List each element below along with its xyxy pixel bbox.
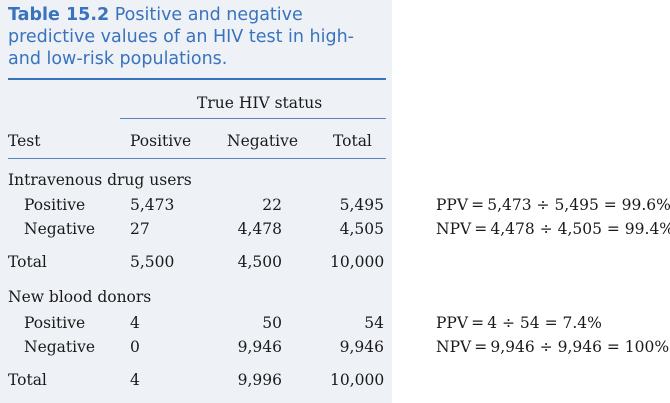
caption-label: Table 15.2: [8, 5, 110, 25]
cell-positive: 27: [130, 220, 150, 238]
caption-text: Positive and negative predictive values …: [8, 5, 354, 69]
total-total: 10,000: [330, 371, 385, 389]
total-negative: 9,996: [237, 371, 282, 389]
total-total: 10,000: [330, 253, 385, 271]
cell-negative: 4,478: [237, 220, 282, 238]
total-negative: 4,500: [237, 253, 282, 271]
table-panel: Table 15.2 Positive and negative predict…: [0, 0, 392, 403]
ppv-formula: PPV = 4 ÷ 54 = 7.4%: [436, 314, 602, 332]
cell-total: 9,946: [339, 338, 384, 356]
total-positive: 4: [130, 371, 140, 389]
cell-total: 54: [364, 314, 384, 332]
col-header-test: Test: [8, 132, 41, 150]
cell-negative: 22: [262, 196, 282, 214]
table-caption: Table 15.2 Positive and negative predict…: [8, 4, 383, 70]
row-label: Negative: [24, 220, 96, 238]
cell-total: 5,495: [339, 196, 384, 214]
col-header-total: Total: [333, 132, 372, 150]
cell-negative: 9,946: [237, 338, 282, 356]
col-header-positive: Positive: [130, 132, 192, 150]
cell-positive: 4: [130, 314, 140, 332]
total-label: Total: [8, 253, 47, 271]
row-label: Positive: [24, 196, 86, 214]
group-header-rule: [120, 118, 386, 119]
cell-positive: 0: [130, 338, 140, 356]
cell-negative: 50: [262, 314, 282, 332]
total-label: Total: [8, 371, 47, 389]
row-label: Negative: [24, 338, 96, 356]
group-header: True HIV status: [197, 94, 323, 112]
col-header-negative: Negative: [227, 132, 299, 150]
cell-positive: 5,473: [130, 196, 175, 214]
top-rule: [8, 78, 386, 80]
npv-formula: NPV = 9,946 ÷ 9,946 = 100%: [436, 338, 670, 356]
group-name: Intravenous drug users: [8, 171, 192, 189]
npv-formula: NPV = 4,478 ÷ 4,505 = 99.4%: [436, 220, 670, 238]
ppv-formula: PPV = 5,473 ÷ 5,495 = 99.6%: [436, 196, 670, 214]
cell-total: 4,505: [339, 220, 384, 238]
row-label: Positive: [24, 314, 86, 332]
total-positive: 5,500: [130, 253, 175, 271]
group-name: New blood donors: [8, 288, 152, 306]
header-rule: [8, 158, 386, 159]
